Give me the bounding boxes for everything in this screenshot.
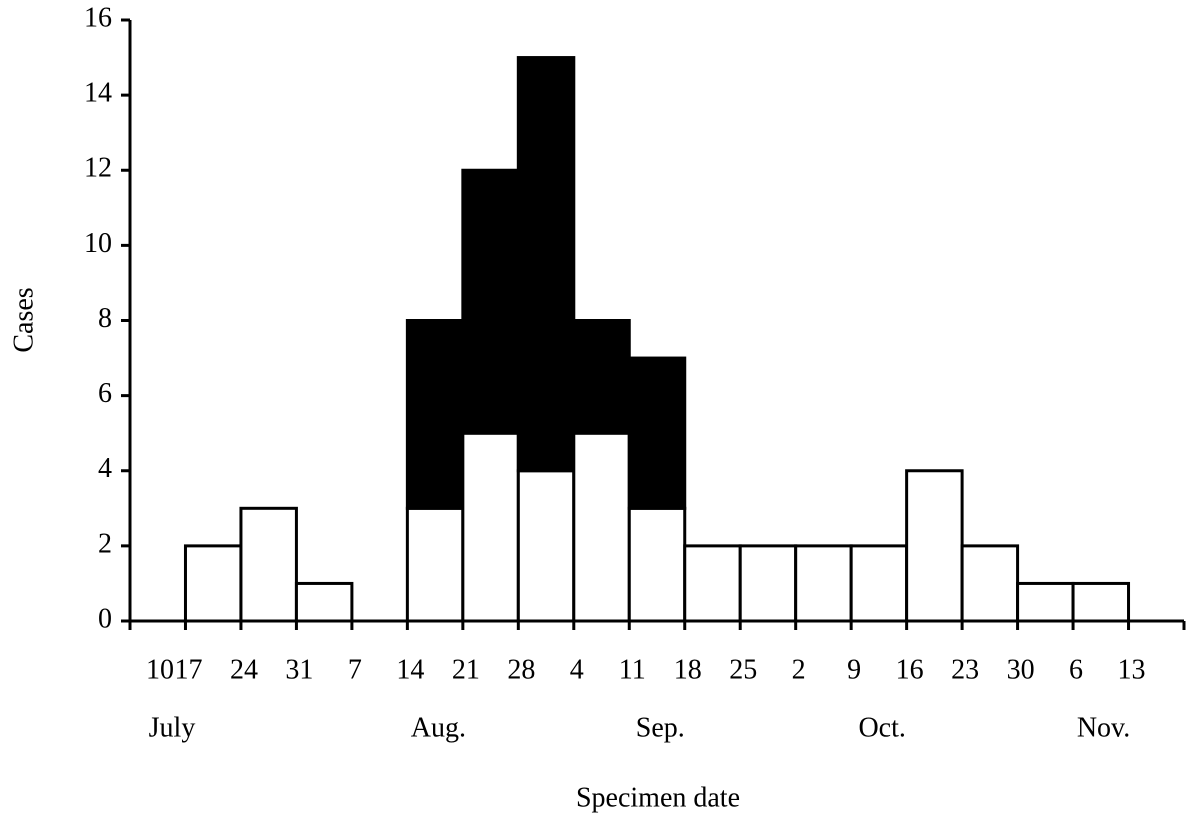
- x-tick-label: 2: [792, 654, 806, 685]
- bar: [516, 469, 576, 623]
- bar: [849, 544, 909, 623]
- bar: [405, 506, 465, 623]
- month-label: Oct.: [858, 712, 905, 743]
- x-tick-label: 11: [619, 654, 646, 685]
- bar: [239, 506, 298, 623]
- bar: [1071, 581, 1131, 623]
- x-tick-label: 14: [396, 654, 424, 685]
- bar: [683, 544, 742, 623]
- month-label: July: [149, 712, 196, 743]
- bar: [183, 544, 243, 623]
- y-tick-label: 2: [98, 528, 112, 559]
- x-tick-label: 18: [674, 654, 702, 685]
- x-tick-label: 30: [1007, 654, 1035, 685]
- bar: [516, 56, 576, 473]
- x-tick-label: 23: [951, 654, 979, 685]
- bar: [461, 168, 520, 435]
- y-tick-label: 0: [98, 603, 112, 634]
- bar: [627, 506, 687, 623]
- x-tick-label: 25: [729, 654, 757, 685]
- x-tick-label: 24: [230, 654, 258, 685]
- bar: [461, 431, 520, 623]
- y-tick-label: 8: [98, 303, 112, 334]
- bar: [572, 431, 631, 623]
- x-axis-label: Specimen date: [576, 782, 740, 813]
- x-tick-label: 6: [1069, 654, 1083, 685]
- x-tick-label: 17: [174, 654, 202, 685]
- bar: [294, 581, 354, 623]
- bar: [1016, 581, 1075, 623]
- bar: [960, 544, 1020, 623]
- bar: [738, 544, 798, 623]
- y-tick-label: 6: [98, 378, 112, 409]
- y-tick-label: 14: [84, 78, 112, 109]
- x-tick-label: 4: [570, 654, 584, 685]
- x-tick-label: 13: [1118, 654, 1146, 685]
- month-label: Nov.: [1077, 712, 1130, 743]
- x-tick-label: 28: [507, 654, 535, 685]
- x-tick-label: 31: [285, 654, 313, 685]
- bar: [627, 356, 687, 510]
- y-axis-label: Cases: [8, 287, 39, 352]
- month-label: Aug.: [411, 712, 466, 743]
- y-tick-label: 16: [84, 2, 112, 33]
- x-tick-label: 21: [452, 654, 480, 685]
- bar: [794, 544, 853, 623]
- x-tick-label: 7: [348, 654, 362, 685]
- x-tick-label: 16: [896, 654, 924, 685]
- bar: [905, 469, 964, 623]
- x-tick-label: 9: [847, 654, 861, 685]
- y-tick-label: 12: [84, 153, 112, 184]
- y-tick-label: 10: [84, 228, 112, 259]
- bar: [405, 319, 465, 510]
- bar: [572, 319, 631, 435]
- month-label: Sep.: [636, 712, 685, 743]
- x-tick-label: 10: [146, 654, 174, 685]
- y-tick-label: 4: [98, 453, 112, 484]
